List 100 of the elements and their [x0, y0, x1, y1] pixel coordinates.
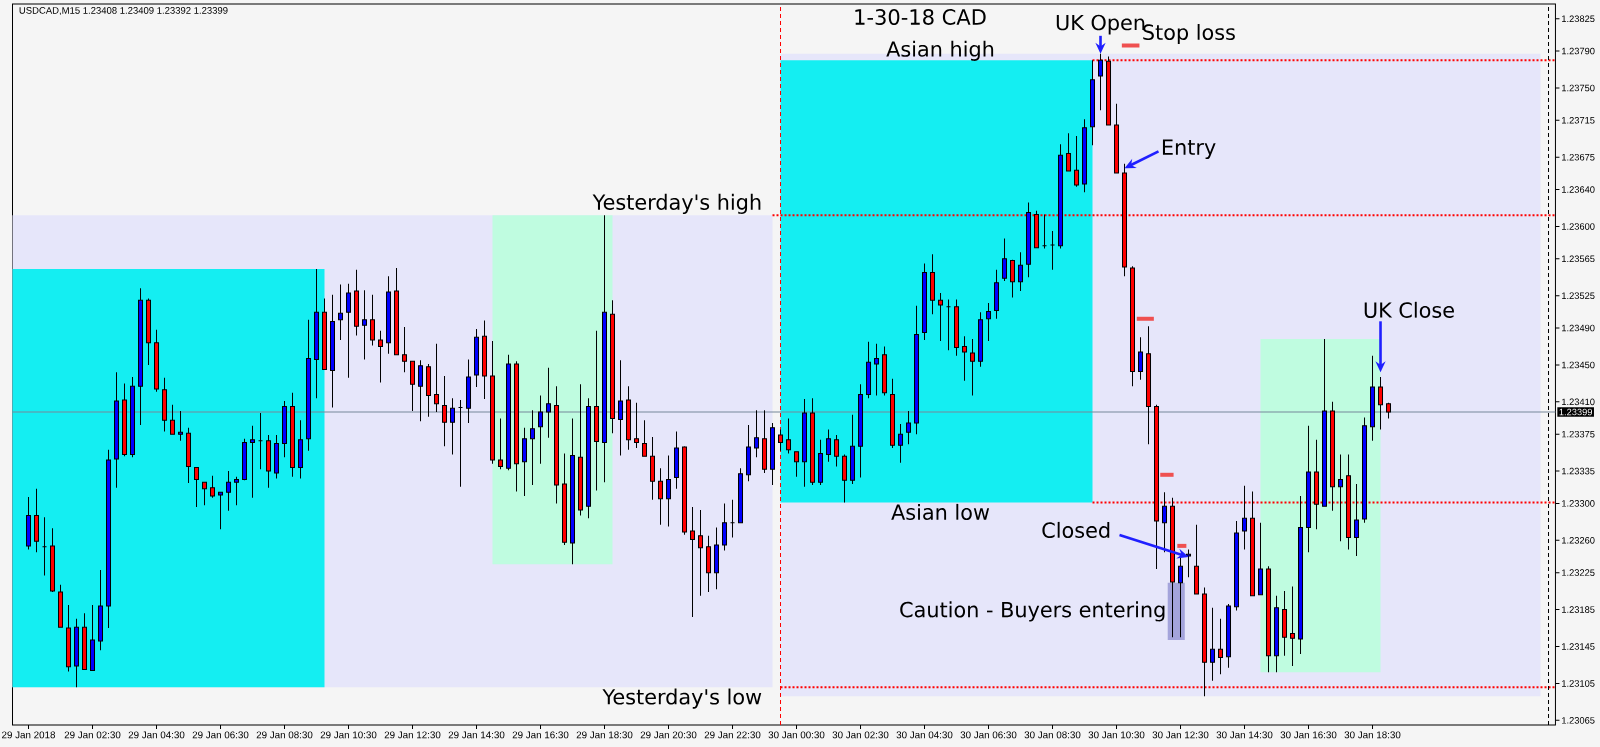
ref-line-label: 1.23399	[1559, 408, 1593, 416]
x-tick-label: 29 Jan 12:30	[384, 731, 441, 739]
x-tick-label: 30 Jan 02:30	[832, 731, 889, 739]
candlestick	[930, 253, 936, 315]
candlestick	[34, 488, 39, 553]
candlestick	[434, 343, 440, 413]
candlestick	[386, 275, 392, 355]
x-tick-label: 29 Jan 10:30	[320, 731, 377, 739]
candlestick	[1114, 103, 1120, 174]
candlestick	[530, 409, 536, 486]
candlestick	[914, 305, 920, 435]
candlestick	[154, 329, 160, 393]
candlestick	[346, 283, 352, 379]
candlestick	[634, 402, 640, 449]
candlestick	[186, 427, 192, 484]
y-tick-label: 1.23715	[1562, 116, 1595, 124]
candlestick	[90, 604, 96, 672]
candlestick	[210, 475, 216, 499]
candlestick	[538, 394, 544, 465]
candlestick	[458, 399, 464, 488]
candlestick	[938, 292, 944, 342]
y-tick-label: 1.23105	[1562, 680, 1595, 687]
candlestick	[178, 410, 184, 442]
y-tick-label: 1.23790	[1562, 47, 1595, 55]
candlestick	[290, 392, 295, 478]
candlestick	[370, 294, 376, 347]
y-tick-label: 1.23335	[1562, 467, 1595, 475]
candlestick	[466, 358, 472, 424]
candlestick	[1298, 495, 1304, 655]
annotation: Caution - Buyers entering	[900, 601, 1165, 622]
candlestick	[1274, 595, 1280, 673]
candlestick	[338, 284, 344, 341]
candlestick	[402, 326, 408, 373]
candlestick	[298, 419, 304, 479]
candlestick	[946, 298, 952, 351]
candlestick	[1010, 259, 1016, 299]
candlestick	[826, 429, 832, 463]
x-tick-label: 30 Jan 08:30	[1024, 731, 1081, 739]
candlestick	[1386, 402, 1392, 419]
candlestick	[722, 502, 728, 551]
candlestick	[58, 584, 64, 628]
candlestick	[426, 363, 432, 418]
candlestick	[474, 328, 480, 388]
candlestick	[1242, 485, 1248, 551]
candlestick	[858, 383, 864, 479]
y-tick-label: 1.23825	[1562, 15, 1595, 23]
candlestick	[258, 412, 264, 470]
candlestick	[818, 439, 824, 486]
candlestick	[882, 345, 888, 396]
x-tick-label: 29 Jan 20:30	[640, 731, 697, 739]
x-tick-label: 30 Jan 06:30	[960, 731, 1017, 739]
candlestick	[1026, 201, 1032, 278]
candlestick	[170, 404, 176, 435]
y-tick-label: 1.23260	[1562, 537, 1595, 544]
candlestick	[730, 499, 736, 539]
y-tick-label: 1.23565	[1562, 255, 1595, 263]
x-tick-label: 29 Jan 08:30	[256, 731, 313, 739]
candlestick	[242, 438, 247, 481]
candlestick	[1002, 237, 1008, 282]
candlestick	[674, 430, 680, 490]
x-tick-label: 29 Jan 22:30	[704, 731, 761, 739]
annotation: Asian high	[886, 40, 994, 61]
candlestick	[794, 451, 800, 478]
candlestick	[1018, 251, 1024, 292]
x-tick-label: 29 Jan 2018	[2, 731, 56, 739]
y-tick-label: 1.23490	[1562, 324, 1595, 332]
candlestick	[194, 466, 200, 508]
candlestick	[874, 343, 880, 396]
candlestick	[890, 378, 896, 449]
annotation: Entry	[1162, 139, 1216, 160]
x-tick-label: 29 Jan 18:30	[576, 731, 633, 739]
candlestick	[146, 297, 152, 366]
candlestick	[666, 454, 672, 527]
candlestick	[1074, 135, 1080, 188]
candlestick	[842, 453, 848, 503]
candlestick	[162, 377, 167, 432]
annotation: Yesterday's high	[592, 193, 761, 214]
candlestick	[754, 409, 760, 458]
y-tick-label: 1.23145	[1562, 643, 1595, 650]
candlestick	[714, 526, 720, 590]
candlestick	[786, 417, 792, 455]
candlestick	[546, 367, 552, 439]
candlestick	[1194, 524, 1200, 595]
candlestick	[450, 397, 456, 455]
candlestick	[74, 618, 79, 688]
candlestick	[962, 335, 968, 382]
candlestick	[1066, 132, 1072, 172]
candlestick	[410, 360, 416, 412]
y-tick-label: 1.23600	[1562, 223, 1595, 230]
candlestick	[66, 604, 72, 672]
y-tick-label: 1.23065	[1562, 717, 1595, 724]
candlestick	[418, 359, 423, 422]
candlestick	[442, 375, 448, 447]
candlestick	[306, 319, 312, 452]
candlestick	[266, 434, 272, 489]
y-tick-label: 1.23750	[1562, 84, 1595, 92]
y-tick-label: 1.23450	[1562, 361, 1595, 369]
y-tick-label: 1.23225	[1562, 569, 1595, 576]
candlestick	[1162, 491, 1168, 553]
candlestick	[274, 434, 280, 479]
